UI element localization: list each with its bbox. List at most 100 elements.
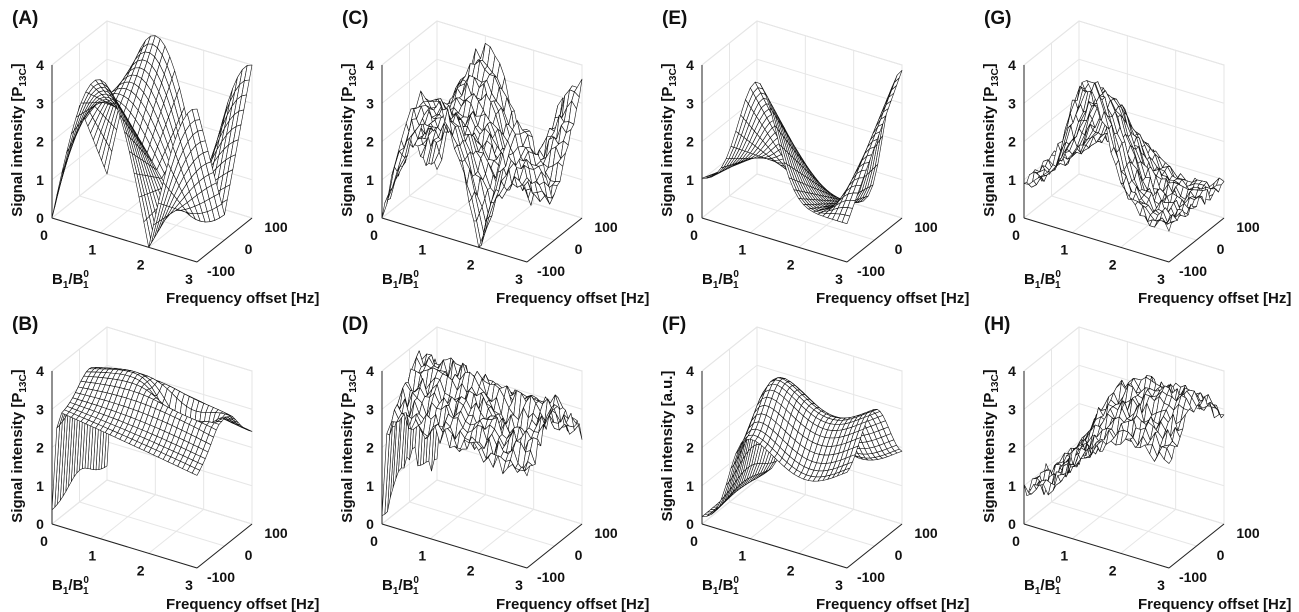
y-tick-label: 100	[914, 525, 938, 541]
x-tick-label: 3	[1157, 271, 1165, 287]
y-tick-label: 100	[914, 219, 938, 235]
surface-mesh	[381, 43, 583, 248]
y-tick-label: -100	[857, 569, 885, 585]
z-tick-label: 4	[36, 57, 44, 73]
y-tick-label: -100	[207, 263, 235, 279]
z-tick-label: 3	[686, 401, 694, 417]
y-tick-label: 100	[264, 525, 288, 541]
z-tick-label: 4	[366, 57, 374, 73]
y-tick-label: -100	[1179, 263, 1207, 279]
x-tick-label: 2	[787, 562, 795, 578]
z-gridline	[1023, 20, 1225, 66]
floor-edge	[701, 217, 903, 263]
x-axis-line	[51, 217, 198, 263]
z-tick-label: 2	[686, 440, 694, 456]
x-axis-label: B1/B0 1	[52, 269, 89, 291]
x-tick-label: 0	[40, 533, 48, 549]
x-axis-label: B1/B0 1	[1024, 269, 1061, 291]
z-gridline	[701, 58, 903, 104]
y-axis-label: Frequency offset [Hz]	[166, 290, 319, 307]
z-axis-label: Signal intensity [P13C]	[339, 369, 359, 522]
y-tick-label: 0	[895, 547, 903, 563]
panel-label: (B)	[12, 314, 38, 335]
y-axis-label: Frequency offset [Hz]	[496, 596, 649, 612]
x-tick-label: 3	[835, 577, 843, 593]
x-tick-label: 3	[185, 577, 193, 593]
x-tick-label: 1	[418, 548, 426, 564]
surface-mesh	[701, 70, 903, 224]
y-tick-label: -100	[207, 569, 235, 585]
z-tick-label: 1	[686, 172, 694, 188]
x-tick-label: 1	[738, 242, 746, 258]
x-tick-label: 2	[137, 562, 145, 578]
z-axis-label: Signal intensity [a.u.]	[659, 371, 676, 522]
surface-mesh	[701, 377, 903, 517]
y-tick-label: 0	[575, 547, 583, 563]
x-tick-label: 2	[467, 256, 475, 272]
z-tick-label: 3	[686, 95, 694, 111]
axes-box-back	[1023, 326, 1225, 569]
x-tick-label: 3	[515, 577, 523, 593]
y-axis-label: Frequency offset [Hz]	[166, 596, 319, 612]
z-tick-label: 4	[1008, 57, 1016, 73]
y-tick-label: 100	[594, 525, 618, 541]
y-tick-label: 0	[575, 241, 583, 257]
y-axis-label: Frequency offset [Hz]	[816, 290, 969, 307]
z-gridline	[701, 96, 903, 142]
x-tick-label: 3	[835, 271, 843, 287]
y-gridline	[436, 21, 583, 219]
z-tick-label: 3	[36, 401, 44, 417]
panel-label: (A)	[12, 8, 38, 29]
z-tick-label: 2	[686, 134, 694, 150]
x-tick-label: 3	[515, 271, 523, 287]
z-tick-label: 0	[366, 210, 374, 226]
x-axis-label: B1/B0 1	[52, 575, 89, 597]
panel-label: (C)	[342, 8, 368, 29]
z-gridline	[51, 479, 253, 525]
y-tick-label: 0	[245, 241, 253, 257]
x-tick-label: 0	[370, 533, 378, 549]
z-gridline	[381, 326, 583, 372]
z-tick-label: 3	[36, 95, 44, 111]
x-tick-label: 2	[787, 256, 795, 272]
surface-mesh	[1023, 375, 1225, 496]
y-tick-label: 100	[264, 219, 288, 235]
y-tick-label: 100	[594, 219, 618, 235]
z-axis-label: Signal intensity [P13C]	[659, 63, 679, 216]
z-tick-label: 2	[36, 440, 44, 456]
y-axis-line	[846, 217, 903, 263]
z-tick-label: 4	[366, 363, 374, 379]
z-tick-label: 1	[1008, 172, 1016, 188]
z-gridline	[51, 326, 253, 372]
x-axis-line	[381, 217, 528, 263]
x-axis-label: B1/B0 1	[702, 269, 739, 291]
y-gridline	[409, 43, 555, 241]
z-axis-label: Signal intensity [P13C]	[9, 369, 29, 522]
z-tick-label: 1	[366, 172, 374, 188]
y-gridline	[1051, 43, 1197, 241]
z-tick-label: 0	[1008, 210, 1016, 226]
z-tick-label: 0	[686, 516, 694, 532]
z-tick-label: 0	[686, 210, 694, 226]
y-tick-label: -100	[537, 263, 565, 279]
z-tick-label: 2	[1008, 134, 1016, 150]
z-tick-label: 0	[36, 210, 44, 226]
y-tick-label: 0	[1217, 241, 1225, 257]
z-gridline	[1023, 326, 1225, 372]
surface-mesh	[51, 35, 253, 248]
mesh-cell	[841, 214, 851, 224]
mesh-cell	[521, 129, 531, 132]
z-tick-label: 4	[686, 363, 694, 379]
x-tick-label: 2	[1109, 256, 1117, 272]
surface-mesh	[381, 350, 583, 517]
z-tick-label: 2	[366, 134, 374, 150]
x-tick-label: 1	[88, 242, 96, 258]
floor-edge	[381, 523, 583, 569]
